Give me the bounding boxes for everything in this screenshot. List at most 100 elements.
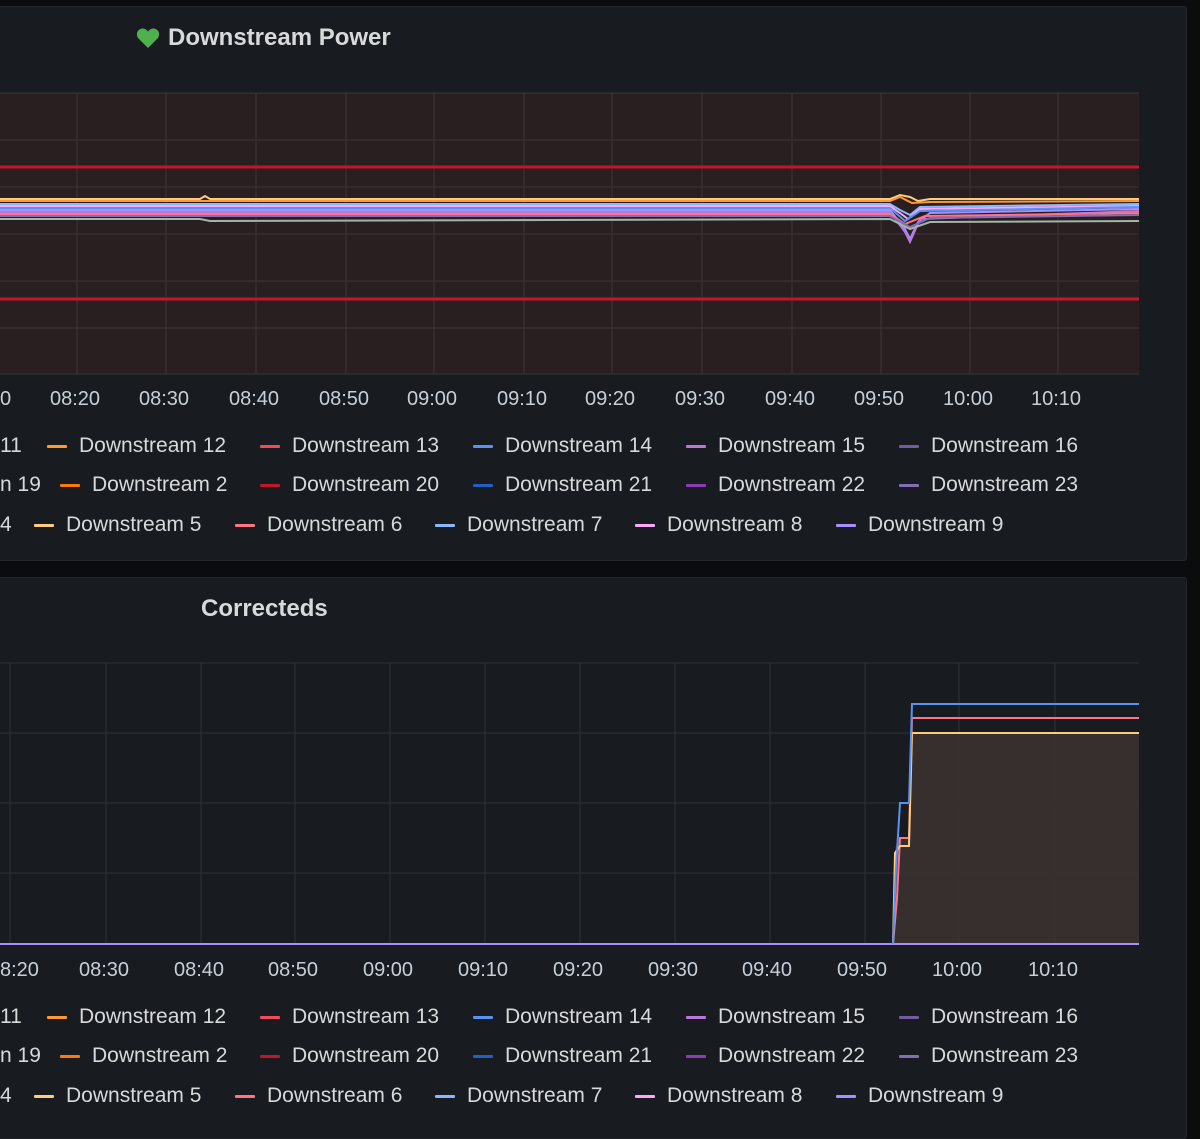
legend-item[interactable]: Downstream 7 (435, 1084, 602, 1108)
legend-label: Downstream 2 (92, 1044, 228, 1067)
legend-swatch (686, 444, 706, 448)
x-tick: 09:00 (407, 388, 457, 410)
legend-item[interactable]: Downstream 15 (686, 434, 865, 458)
x-tick: 09:20 (553, 959, 603, 981)
legend-label: Downstream 15 (718, 434, 866, 457)
legend-swatch (34, 523, 54, 527)
legend-item[interactable]: 11 (0, 1005, 22, 1029)
downstream-power-panel: Downstream Power (0, 6, 1187, 561)
legend-label: Downstream 20 (292, 1044, 440, 1067)
x-tick: 09:10 (458, 959, 508, 981)
legend-item[interactable]: Downstream 20 (260, 1044, 439, 1068)
legend-swatch (686, 1054, 706, 1058)
correcteds-graph[interactable]: 8:20 08:30 08:40 08:50 09:00 09:10 09:20… (0, 578, 1186, 998)
grid-lines (0, 92, 1139, 375)
x-tick: 08:20 (50, 388, 100, 410)
x-axis-ticks: 0 08:20 08:30 08:40 08:50 09:00 09:10 09… (0, 388, 1081, 410)
legend-item[interactable]: Downstream 5 (34, 1084, 201, 1108)
x-tick: 08:30 (79, 959, 129, 981)
legend-item[interactable]: Downstream 8 (635, 513, 802, 537)
legend-item[interactable]: Downstream 13 (260, 434, 439, 458)
panel-title[interactable]: Correcteds (201, 595, 328, 623)
series-line (892, 717, 1139, 945)
legend-swatch (473, 444, 493, 448)
legend-swatch (235, 1094, 255, 1098)
legend-item[interactable]: Downstream 6 (235, 1084, 402, 1108)
panel-title-text: Correcteds (201, 595, 328, 622)
legend-item[interactable]: Downstream 2 (60, 1044, 227, 1068)
legend-label: Downstream 22 (718, 1044, 866, 1067)
legend-label: Downstream 9 (868, 513, 1004, 536)
legend-item[interactable]: n 19 (0, 473, 41, 497)
series-line (0, 217, 1140, 231)
legend-item[interactable]: Downstream 16 (899, 434, 1078, 458)
panel-title[interactable]: Downstream Power (136, 24, 391, 52)
legend-item[interactable]: 11 (0, 434, 22, 458)
legend-item[interactable]: Downstream 21 (473, 473, 652, 497)
series-line (892, 732, 1139, 945)
correcteds-panel: Correcteds (0, 577, 1187, 1139)
legend-label: Downstream 16 (931, 1005, 1079, 1028)
legend-item[interactable]: Downstream 23 (899, 473, 1078, 497)
legend-label: Downstream 7 (467, 1084, 603, 1107)
legend-swatch (60, 1054, 80, 1058)
legend-swatch (435, 523, 455, 527)
downstream-power-graph[interactable]: 0 08:20 08:30 08:40 08:50 09:00 09:10 09… (0, 7, 1186, 427)
legend-item[interactable]: Downstream 22 (686, 473, 865, 497)
legend-item[interactable]: Downstream 16 (899, 1005, 1078, 1029)
legend-label: Downstream 12 (79, 1005, 227, 1028)
legend-label: 4 (0, 513, 12, 536)
legend-label: Downstream 16 (931, 434, 1079, 457)
x-tick: 08:50 (319, 388, 369, 410)
legend-label: Downstream 5 (66, 513, 202, 536)
series-lines (0, 193, 1140, 245)
x-tick: 09:20 (585, 388, 635, 410)
series-line (0, 203, 1140, 217)
legend-item[interactable]: 4 (0, 1084, 12, 1108)
legend-swatch (260, 444, 280, 448)
legend-label: Downstream 13 (292, 1005, 440, 1028)
legend-label: Downstream 8 (667, 513, 803, 536)
legend-item[interactable]: Downstream 23 (899, 1044, 1078, 1068)
legend-item[interactable]: Downstream 12 (47, 434, 226, 458)
legend-item[interactable]: Downstream 22 (686, 1044, 865, 1068)
x-tick: 09:40 (765, 388, 815, 410)
legend-item[interactable]: Downstream 6 (235, 513, 402, 537)
legend-label: Downstream 23 (931, 1044, 1079, 1067)
legend-item[interactable]: 4 (0, 513, 12, 537)
legend-item[interactable]: Downstream 2 (60, 473, 227, 497)
legend-label: Downstream 14 (505, 434, 653, 457)
legend-label: 4 (0, 1084, 12, 1107)
legend-item[interactable]: Downstream 8 (635, 1084, 802, 1108)
legend-item[interactable]: Downstream 14 (473, 1005, 652, 1029)
x-tick: 10:10 (1031, 388, 1081, 410)
legend-label: Downstream 8 (667, 1084, 803, 1107)
legend-item[interactable]: Downstream 9 (836, 513, 1003, 537)
legend-item[interactable]: Downstream 13 (260, 1005, 439, 1029)
legend-item[interactable]: Downstream 12 (47, 1005, 226, 1029)
legend-label: Downstream 13 (292, 434, 440, 457)
legend-swatch (635, 1094, 655, 1098)
x-tick: 08:30 (139, 388, 189, 410)
x-tick: 09:30 (648, 959, 698, 981)
legend-item[interactable]: Downstream 9 (836, 1084, 1003, 1108)
x-tick: 08:40 (229, 388, 279, 410)
legend-swatch (260, 1054, 280, 1058)
legend-label: n 19 (0, 473, 41, 496)
x-axis-ticks: 8:20 08:30 08:40 08:50 09:00 09:10 09:20… (0, 959, 1078, 981)
legend-item[interactable]: Downstream 21 (473, 1044, 652, 1068)
legend-item[interactable]: Downstream 5 (34, 513, 201, 537)
legend-label: Downstream 21 (505, 1044, 653, 1067)
legend-swatch (47, 1015, 67, 1019)
legend-item[interactable]: Downstream 7 (435, 513, 602, 537)
legend-swatch (60, 483, 80, 487)
legend-label: n 19 (0, 1044, 41, 1067)
x-tick: 09:50 (837, 959, 887, 981)
legend-item[interactable]: Downstream 14 (473, 434, 652, 458)
legend-item[interactable]: n 19 (0, 1044, 41, 1068)
x-tick: 09:30 (675, 388, 725, 410)
legend-item[interactable]: Downstream 15 (686, 1005, 865, 1029)
legend-label: Downstream 12 (79, 434, 227, 457)
x-tick: 10:00 (943, 388, 993, 410)
legend-item[interactable]: Downstream 20 (260, 473, 439, 497)
